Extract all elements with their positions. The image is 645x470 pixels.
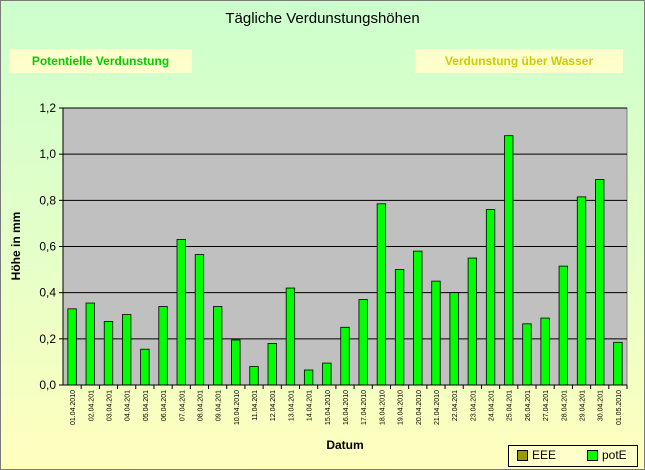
x-tick-label: 12.04.201 [270,390,277,421]
x-tick-label: 05.04.201 [143,390,150,421]
bar-15 [322,362,332,386]
bar-2 [85,302,95,386]
bar-5 [140,348,150,386]
x-tick-label: 26.04.201 [525,390,532,421]
chart-title: Tägliche Verdunstungshöhen [225,10,420,27]
legend-label-pote: potE [602,448,627,462]
y-tick-label: 0,0 [39,378,56,392]
bar-21 [431,280,441,386]
x-tick-label: 16.04.2010 [343,390,350,425]
bar-7 [176,239,186,386]
x-tick-label: 28.04.201 [561,390,568,421]
bar-18 [376,203,387,386]
y-tick-label: 0,8 [39,193,56,207]
bar-17 [358,299,368,386]
x-tick-label: 13.04.201 [288,390,295,421]
x-tick-label: 17.04.2010 [361,390,368,425]
x-tick-label: 22.04.201 [452,390,459,421]
y-tick-label: 1,2 [39,101,56,115]
y-axis-label: Höhe in mm [9,212,23,281]
x-tick-label: 25.04.201 [507,390,514,421]
bar-29 [576,196,587,386]
x-tick-label: 02.04.201 [88,390,95,421]
bar-19 [394,269,405,386]
bar-11 [249,366,259,386]
x-tick-label: 19.04.2010 [398,390,405,425]
x-tick-label: 23.04.201 [470,390,477,421]
legend-label-eee: EEE [532,448,557,462]
bar-14 [303,369,314,386]
legend-item-eee: EEE [517,448,556,462]
x-tick-label: 15.04.2010 [325,390,332,425]
y-tick-label: 0,4 [39,286,56,300]
x-tick-label: 21.04.2010 [434,390,441,425]
x-tick-label: 07.04.201 [179,390,186,421]
bar-28 [558,265,568,386]
bar-1 [67,308,77,386]
x-tick-label: 10.04.2010 [234,390,241,425]
x-tick-label: 09.04.201 [216,390,223,421]
x-tick-label: 20.04.2010 [416,390,423,425]
bar-31 [613,341,623,386]
label-water-evaporation: Verdunstung über Wasser [415,49,623,73]
legend-swatch-pote [587,449,598,461]
bar-30 [595,179,605,386]
x-tick-label: 14.04.201 [307,390,314,421]
y-tick-label: 0,2 [39,332,56,346]
legend-item-pote: potE [587,448,627,462]
y-tick-label: 0,6 [39,240,56,254]
bar-20 [413,250,423,386]
legend: EEE potE [508,445,638,467]
y-tick-label: 1,0 [39,147,56,161]
x-tick-label: 01.04.2010 [70,390,77,425]
bar-23 [467,257,478,386]
bar-8 [194,254,205,386]
bar-16 [340,326,350,386]
bar-13 [285,287,296,386]
bar-4 [122,314,132,386]
x-tick-label: 08.04.201 [197,390,204,421]
x-axis-label: Datum [326,438,363,452]
bar-25 [504,135,514,386]
bar-9 [212,306,223,386]
x-tick-label: 29.04.201 [580,390,587,421]
bar-12 [267,343,277,386]
x-tick-label: 03.04.201 [106,390,113,421]
x-tick-label: 24.04.201 [489,390,496,421]
bar-24 [485,209,496,386]
bar-22 [449,292,459,386]
x-tick-label: 18.04.2010 [379,390,386,425]
bar-6 [158,306,168,386]
bar-10 [231,339,241,386]
legend-swatch-eee [517,449,528,461]
bar-26 [522,323,532,386]
x-tick-label: 04.04.201 [125,390,132,421]
x-tick-label: 27.04.201 [543,390,550,421]
x-tick-label: 06.04.201 [161,390,168,421]
bar-27 [540,317,550,386]
bar-3 [103,321,114,386]
x-tick-label: 30.04.201 [598,390,605,421]
x-tick-label: 01.05.2010 [616,390,623,425]
label-potential-evaporation: Potentielle Verdunstung [9,49,192,73]
x-tick-label: 11.04.201 [252,390,259,421]
